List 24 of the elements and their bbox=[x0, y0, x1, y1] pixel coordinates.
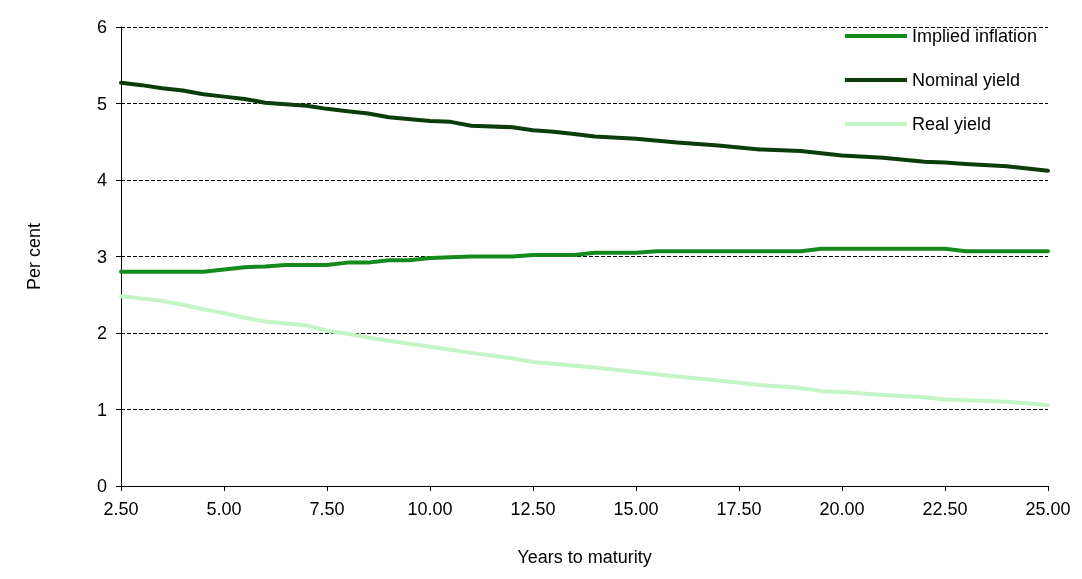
y-tick-label: 1 bbox=[96, 399, 107, 420]
y-axis-title: Per cent bbox=[24, 222, 44, 291]
x-tick-label: 12.50 bbox=[510, 499, 556, 519]
y-tick-label: 3 bbox=[96, 246, 107, 267]
x-tick-label: 22.50 bbox=[922, 499, 968, 519]
x-tick-label: 25.00 bbox=[1025, 499, 1071, 519]
x-tick-label: 17.50 bbox=[716, 499, 762, 519]
legend-label: Nominal yield bbox=[911, 70, 1020, 90]
y-tick-label: 5 bbox=[96, 93, 107, 114]
y-tick-label: 6 bbox=[96, 17, 107, 37]
x-tick-label: 10.00 bbox=[407, 499, 453, 519]
x-tick-label: 2.50 bbox=[103, 499, 139, 519]
x-tick-label: 5.00 bbox=[206, 499, 242, 519]
x-tick-label: 7.50 bbox=[309, 499, 345, 519]
x-axis-title: Years to maturity bbox=[517, 547, 652, 567]
legend-label: Implied inflation bbox=[911, 26, 1038, 46]
line-series bbox=[119, 294, 1050, 407]
y-tick-label: 2 bbox=[96, 323, 107, 343]
x-tick-label: 20.00 bbox=[819, 499, 865, 519]
y-tick-label: 0 bbox=[96, 476, 107, 496]
line-series bbox=[119, 246, 1050, 274]
x-tick-label: 15.00 bbox=[613, 499, 659, 519]
y-tick-label: 4 bbox=[96, 170, 107, 190]
legend-label: Real yield bbox=[911, 114, 991, 134]
